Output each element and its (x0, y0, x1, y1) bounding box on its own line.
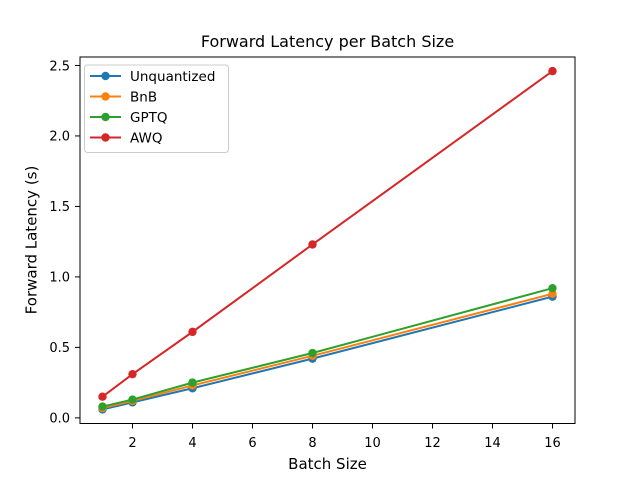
legend-swatch-marker (101, 133, 110, 142)
x-tick-label: 6 (248, 436, 256, 451)
chart-title: Forward Latency per Batch Size (201, 32, 454, 51)
y-tick-label: 2.0 (49, 130, 70, 145)
legend-item-gptq: GPTQ (90, 110, 167, 126)
legend-item-unquantized: Unquantized (90, 69, 215, 85)
series-point-awq (548, 66, 557, 76)
series-gptq (98, 283, 557, 411)
legend-label: Unquantized (130, 69, 215, 85)
y-tick-label: 2.5 (49, 59, 70, 74)
x-tick-label: 4 (188, 436, 196, 451)
x-tick-label: 16 (544, 436, 561, 451)
series-point-gptq (98, 402, 107, 411)
series-point-awq (188, 327, 197, 337)
series-point-gptq (548, 283, 557, 293)
legend-label: GPTQ (130, 110, 167, 126)
legend-item-awq: AWQ (90, 130, 162, 146)
legend-swatch-marker (101, 112, 110, 122)
series-awq (98, 66, 557, 401)
legend-label: BnB (130, 89, 157, 105)
series-point-gptq (128, 395, 137, 404)
legend-swatch-marker (101, 92, 110, 101)
axes-spines (79, 56, 576, 424)
series-point-awq (128, 369, 137, 379)
legend-box (84, 64, 229, 153)
x-tick-label: 14 (484, 436, 501, 451)
y-tick-label: 1.5 (49, 200, 70, 215)
plot-area: 2 4 6 8 10 12 14 16 0.0 0.5 1.0 1.5 2.0 2.5 (49, 56, 576, 451)
series-line-unquantized (102, 295, 553, 411)
series-line-bnb (102, 292, 553, 409)
series-point-awq (98, 392, 107, 401)
y-tick-label: 0.5 (49, 341, 70, 356)
legend: Unquantized BnB GPTQ AWQ (84, 64, 229, 153)
legend-label: AWQ (130, 130, 162, 146)
x-axis-label: Batch Size (288, 455, 367, 473)
legend-item-bnb: BnB (90, 89, 157, 105)
y-axis-label: Forward Latency (s) (23, 166, 41, 315)
x-tick-label: 10 (364, 436, 381, 451)
series-point-gptq (188, 378, 197, 387)
x-tick-label: 8 (308, 436, 316, 451)
legend-swatch-marker (101, 71, 110, 81)
x-tick-label: 12 (424, 436, 441, 451)
y-tick-label: 0.0 (49, 412, 70, 427)
y-tick-label: 1.0 (49, 271, 70, 286)
series-point-awq (308, 240, 317, 249)
x-tick-label: 2 (128, 436, 136, 451)
series-point-gptq (308, 348, 317, 358)
